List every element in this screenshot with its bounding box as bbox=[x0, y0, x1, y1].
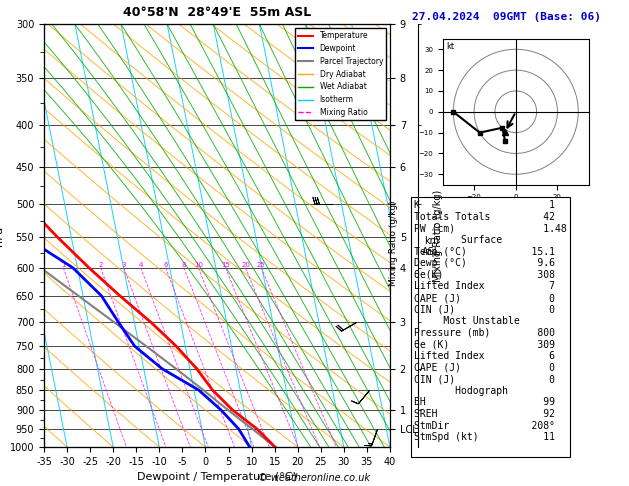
Text: 2: 2 bbox=[99, 262, 103, 268]
Text: kt: kt bbox=[446, 42, 454, 51]
Y-axis label: Mixing Ratio (g/kg): Mixing Ratio (g/kg) bbox=[433, 190, 443, 282]
Text: K                      1
Totals Totals         42
PW (cm)               1.48
   : K 1 Totals Totals 42 PW (cm) 1.48 bbox=[414, 200, 567, 454]
Text: © weatheronline.co.uk: © weatheronline.co.uk bbox=[259, 473, 370, 483]
Text: 15: 15 bbox=[221, 262, 230, 268]
X-axis label: Dewpoint / Temperature (°C): Dewpoint / Temperature (°C) bbox=[137, 472, 297, 483]
Text: 4: 4 bbox=[138, 262, 143, 268]
Text: 25: 25 bbox=[257, 262, 265, 268]
Legend: Temperature, Dewpoint, Parcel Trajectory, Dry Adiabat, Wet Adiabat, Isotherm, Mi: Temperature, Dewpoint, Parcel Trajectory… bbox=[295, 28, 386, 120]
Text: 27.04.2024  09GMT (Base: 06): 27.04.2024 09GMT (Base: 06) bbox=[412, 12, 601, 22]
Title: 40°58'N  28°49'E  55m ASL: 40°58'N 28°49'E 55m ASL bbox=[123, 6, 311, 19]
Text: 10: 10 bbox=[194, 262, 203, 268]
Text: 3: 3 bbox=[121, 262, 126, 268]
X-axis label: kt: kt bbox=[512, 206, 520, 215]
Text: 6: 6 bbox=[164, 262, 168, 268]
Text: 1: 1 bbox=[61, 262, 65, 268]
Y-axis label: km
ASL: km ASL bbox=[422, 236, 440, 257]
Text: 8: 8 bbox=[182, 262, 186, 268]
Text: 20: 20 bbox=[241, 262, 250, 268]
Y-axis label: hPa: hPa bbox=[0, 226, 4, 246]
Text: Mixing Ratio (g/kg): Mixing Ratio (g/kg) bbox=[389, 200, 398, 286]
